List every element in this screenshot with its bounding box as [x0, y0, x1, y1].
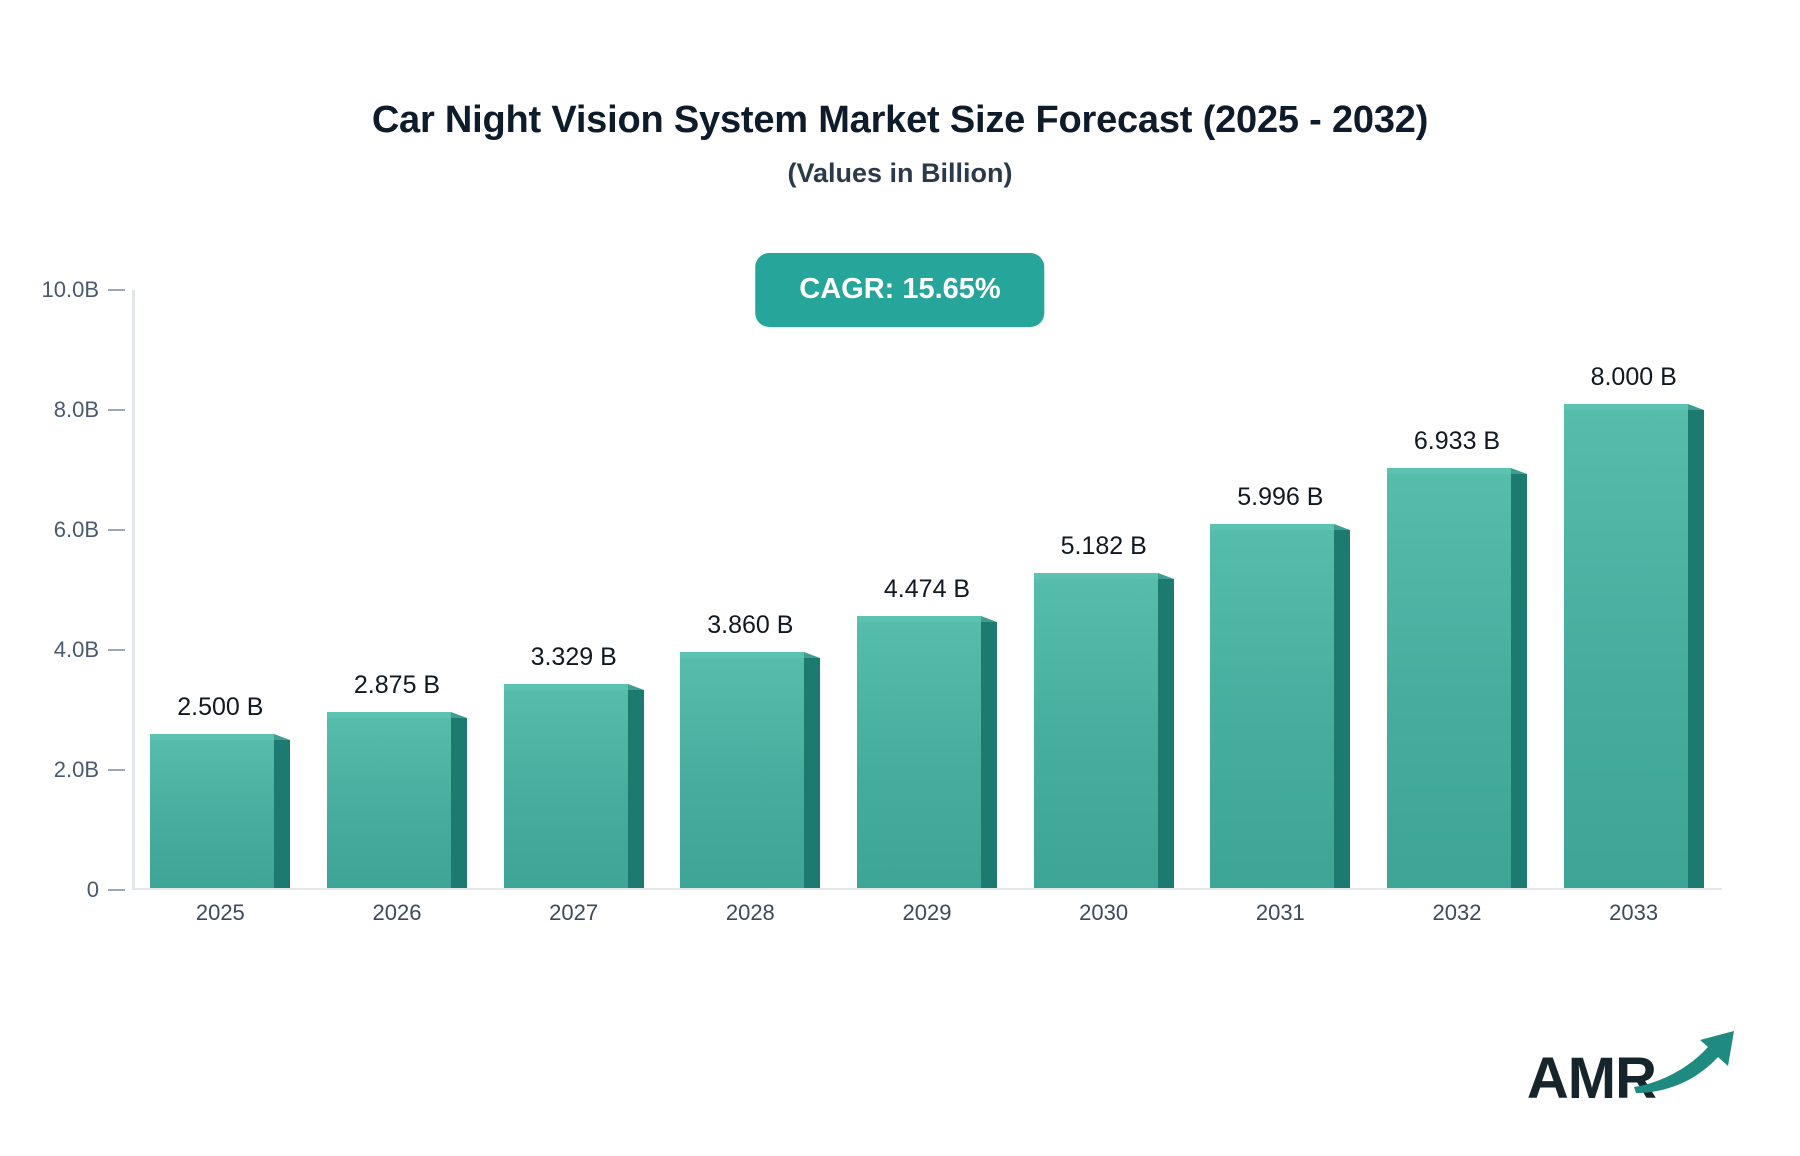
y-axis-tick-dash — [108, 529, 125, 531]
bar-top-bevel — [804, 652, 821, 659]
bar-value-label: 6.933 B — [1413, 427, 1501, 456]
bar-top-face — [680, 652, 805, 659]
bar-front-face — [680, 658, 805, 890]
bar-column: 3.860 B — [680, 290, 821, 890]
chart-header: Car Night Vision System Market Size Fore… — [0, 0, 1800, 188]
bar-side-face — [1511, 474, 1527, 890]
x-axis-label: 2026 — [372, 900, 422, 925]
bar-front-face — [327, 717, 451, 890]
chart-title: Car Night Vision System Market Size Fore… — [371, 99, 1429, 141]
bar-column: 5.996 B — [1210, 290, 1351, 890]
cagr-badge: CAGR: 15.65% — [755, 253, 1045, 327]
bar-top-bevel — [1511, 468, 1527, 475]
y-axis-tick-dash — [108, 289, 125, 291]
bar-value-label: 2.500 B — [177, 693, 264, 721]
x-axis-label: 2030 — [1079, 900, 1129, 925]
y-axis-line — [132, 290, 135, 890]
bar-front-face — [857, 621, 981, 890]
bar-front-face — [503, 690, 628, 890]
bar-top-bevel — [274, 734, 291, 740]
bar-side-face — [274, 740, 291, 890]
bar-side-face — [804, 658, 821, 890]
bar-value-label: 8.000 B — [1590, 363, 1677, 391]
bar-side-face — [1687, 410, 1704, 890]
y-axis-tick-dash — [108, 649, 125, 651]
bar-side-face — [1334, 530, 1351, 890]
bar-front-face — [1387, 474, 1511, 890]
x-axis-label: 2025 — [195, 900, 245, 925]
growth-arrow-icon — [1630, 1023, 1740, 1100]
amr-logo-text: AMR — [1526, 1046, 1657, 1111]
bar-top-face — [1210, 524, 1335, 531]
bar-series: 2.500 B 2.875 B 3.329 B 3.860 B 4.474 B 5.182… — [132, 290, 1722, 890]
bar-value-label: 5.182 B — [1060, 532, 1147, 561]
bar-column: 6.933 B — [1387, 290, 1527, 890]
bar-top-bevel — [1687, 404, 1704, 410]
x-axis-label: 2032 — [1432, 900, 1482, 925]
bar-value-label: 5.996 B — [1237, 483, 1324, 512]
y-axis-tick-label: 10.0B — [41, 277, 100, 302]
bar-side-face — [1157, 579, 1174, 890]
y-axis-tick-label: 2.0B — [53, 757, 99, 782]
y-axis-tick-label: 0 — [86, 877, 99, 902]
bar-front-face — [1033, 579, 1158, 890]
bar-top-face — [1563, 404, 1688, 410]
bar-side-face — [627, 690, 644, 890]
bar-top-bevel — [627, 684, 644, 691]
bar-top-face — [1387, 468, 1511, 475]
x-axis-labels: 2025 2026 2027 2028 2029 2030 2031 2032 2033 — [132, 900, 1722, 934]
bar-top-face — [1033, 573, 1158, 580]
x-axis-label: 2028 — [725, 900, 775, 925]
bar-top-bevel — [451, 711, 467, 718]
bar-column: 2.500 B — [150, 290, 291, 890]
y-axis-tick-label: 8.0B — [53, 397, 99, 422]
plot-area: 0 2.0B 4.0B 6.0B 8.0B 10.0B 2.500 B 2.875 B 3.3… — [42, 277, 1722, 902]
y-axis-tick-dash — [108, 769, 125, 771]
bar-value-label: 4.474 B — [883, 574, 971, 603]
bar-column: 8.000 B — [1563, 290, 1704, 890]
y-axis-tick-dash — [108, 409, 125, 411]
bar-top-bevel — [1334, 524, 1351, 531]
bar-front-face — [1210, 530, 1335, 890]
x-axis-label: 2027 — [549, 900, 599, 925]
bar-top-bevel — [981, 615, 997, 622]
y-axis-tick-label: 4.0B — [53, 637, 99, 662]
bar-column: 3.329 B — [503, 290, 644, 890]
bar-side-face — [451, 717, 467, 890]
y-axis-tick-dash — [108, 889, 125, 891]
bar-front-face — [150, 740, 275, 890]
x-axis-label: 2031 — [1255, 900, 1305, 925]
x-axis-label: 2029 — [902, 900, 952, 925]
y-axis-tick-label: 6.0B — [53, 517, 99, 542]
bar-front-face — [1563, 410, 1688, 890]
bar-value-label: 3.329 B — [530, 643, 617, 672]
bar-top-face — [857, 615, 981, 622]
bar-top-face — [150, 734, 275, 740]
bar-column: 4.474 B — [857, 290, 997, 890]
bar-top-bevel — [1157, 573, 1174, 580]
bar-column: 5.182 B — [1033, 290, 1174, 890]
bar-top-face — [327, 711, 451, 718]
bar-top-face — [503, 684, 628, 691]
bar-value-label: 3.860 B — [707, 611, 794, 640]
amr-logo: AMR — [1527, 1023, 1740, 1108]
x-axis-label: 2033 — [1609, 900, 1659, 925]
chart-subtitle: (Values in Billion) — [787, 157, 1013, 188]
x-axis-line — [132, 888, 1722, 890]
bar-value-label: 2.875 B — [353, 670, 441, 699]
bar-side-face — [981, 621, 997, 890]
bar-column: 2.875 B — [327, 290, 467, 890]
